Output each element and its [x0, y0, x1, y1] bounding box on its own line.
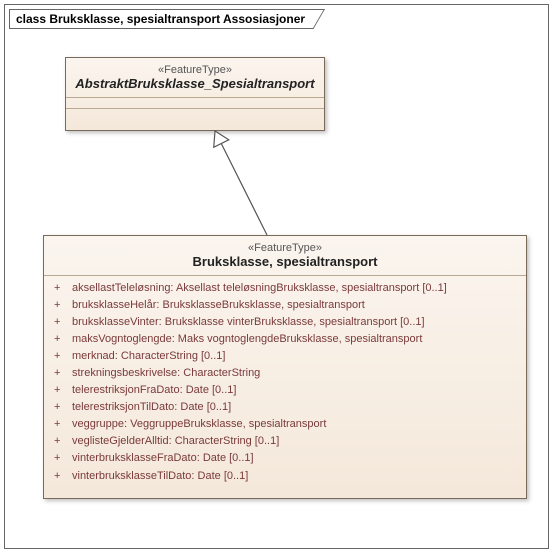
attribute-row: + vinterbruksklasseFraDato: Date [0..1]: [54, 450, 516, 467]
class-concrete-name: Bruksklasse, spesialtransport: [52, 254, 518, 269]
attribute-row: + merknad: CharacterString [0..1]: [54, 348, 516, 365]
attribute-text: veglisteGjelderAlltid: CharacterString […: [72, 433, 279, 450]
visibility-public-icon: +: [54, 416, 62, 433]
visibility-public-icon: +: [54, 382, 62, 399]
attribute-text: telerestriksjonTilDato: Date [0..1]: [72, 399, 231, 416]
class-concrete-attributes: + aksellastTeleløsning: Aksellast teleløs…: [44, 276, 526, 491]
attribute-text: maksVogntoglengde: Maks vogntoglengdeBru…: [72, 331, 422, 348]
attribute-text: bruksklasseHelår: BruksklasseBruksklasse…: [72, 297, 365, 314]
attribute-text: vinterbruksklasseFraDato: Date [0..1]: [72, 450, 254, 467]
attribute-text: veggruppe: VeggruppeBruksklasse, spesial…: [72, 416, 326, 433]
visibility-public-icon: +: [54, 399, 62, 416]
visibility-public-icon: +: [54, 331, 62, 348]
visibility-public-icon: +: [54, 468, 62, 485]
attribute-text: merknad: CharacterString [0..1]: [72, 348, 225, 365]
frame-tab: class Bruksklasse, spesialtransport Asso…: [9, 9, 325, 29]
attribute-text: bruksklasseVinter: Bruksklasse vinterBru…: [72, 314, 425, 331]
attribute-text: aksellastTeleløsning: Aksellast teleløsn…: [72, 280, 447, 297]
class-abstract-stereotype: «FeatureType»: [74, 64, 316, 76]
attribute-row: + bruksklasseVinter: Bruksklasse vinterBr…: [54, 314, 516, 331]
class-abstract-header: «FeatureType» AbstraktBruksklasse_Spesia…: [66, 58, 324, 97]
attribute-text: vinterbruksklasseTilDato: Date [0..1]: [72, 468, 248, 485]
attribute-row: + strekningsbeskrivelse: CharacterString: [54, 365, 516, 382]
class-abstract: «FeatureType» AbstraktBruksklasse_Spesia…: [65, 57, 325, 131]
attribute-text: strekningsbeskrivelse: CharacterString: [72, 365, 260, 382]
attribute-row: + vinterbruksklasseTilDato: Date [0..1]: [54, 468, 516, 485]
visibility-public-icon: +: [54, 314, 62, 331]
attribute-row: + veglisteGjelderAlltid: CharacterString …: [54, 433, 516, 450]
visibility-public-icon: +: [54, 433, 62, 450]
visibility-public-icon: +: [54, 450, 62, 467]
diagram-frame: class Bruksklasse, spesialtransport Asso…: [4, 4, 549, 549]
attribute-row: + aksellastTeleløsning: Aksellast teleløs…: [54, 280, 516, 297]
attribute-row: + telerestriksjonTilDato: Date [0..1]: [54, 399, 516, 416]
class-abstract-name: AbstraktBruksklasse_Spesialtransport: [74, 76, 316, 91]
attribute-row: + veggruppe: VeggruppeBruksklasse, spesia…: [54, 416, 516, 433]
class-concrete: «FeatureType» Bruksklasse, spesialtransp…: [43, 235, 527, 499]
visibility-public-icon: +: [54, 280, 62, 297]
visibility-public-icon: +: [54, 365, 62, 382]
attribute-row: + maksVogntoglengde: Maks vogntoglengdeBr…: [54, 331, 516, 348]
class-concrete-stereotype: «FeatureType»: [52, 242, 518, 254]
frame-title: class Bruksklasse, spesialtransport Asso…: [9, 9, 311, 29]
attribute-row: + telerestriksjonFraDato: Date [0..1]: [54, 382, 516, 399]
visibility-public-icon: +: [54, 348, 62, 365]
attribute-text: telerestriksjonFraDato: Date [0..1]: [72, 382, 236, 399]
class-concrete-header: «FeatureType» Bruksklasse, spesialtransp…: [44, 236, 526, 275]
generalization-connector: [195, 111, 287, 255]
attribute-row: + bruksklasseHelår: BruksklasseBruksklass…: [54, 297, 516, 314]
visibility-public-icon: +: [54, 297, 62, 314]
